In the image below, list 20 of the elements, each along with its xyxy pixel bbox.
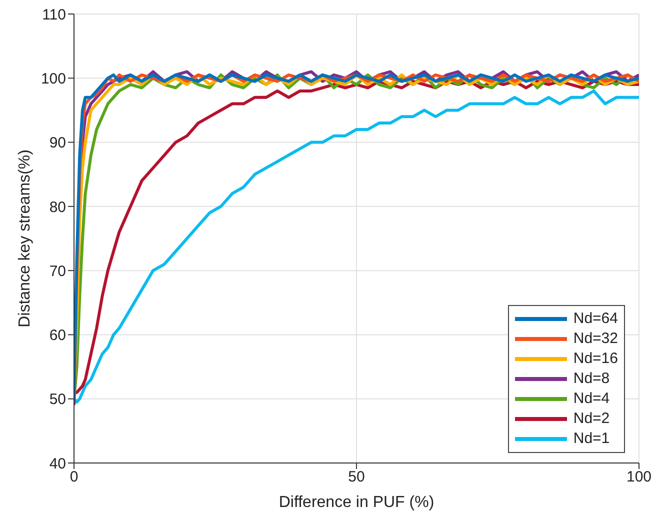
legend-label: Nd=8: [573, 369, 610, 389]
y-tick-label: 60: [49, 327, 66, 344]
legend-label: Nd=64: [573, 309, 618, 329]
y-tick-label: 40: [49, 455, 66, 472]
y-tick-label: 50: [49, 391, 66, 408]
legend-label: Nd=16: [573, 349, 618, 369]
y-tick-label: 90: [49, 134, 66, 152]
x-tick-label: 0: [70, 468, 78, 486]
y-tick-label: 80: [49, 198, 66, 216]
y-tick-label: 110: [42, 6, 66, 24]
legend-label: Nd=1: [573, 429, 610, 449]
y-tick-label: 100: [40, 70, 66, 88]
x-tick-label: 100: [626, 468, 652, 486]
y-tick-label: 70: [49, 262, 66, 280]
x-axis-title: Difference in PUF (%): [278, 494, 434, 511]
legend-label: Nd=32: [573, 329, 618, 349]
legend-label: Nd=2: [573, 409, 610, 429]
legend-label: Nd=4: [573, 389, 610, 409]
y-axis-title: Distance key streams(%): [16, 150, 34, 328]
x-tick-label: 50: [348, 468, 365, 486]
